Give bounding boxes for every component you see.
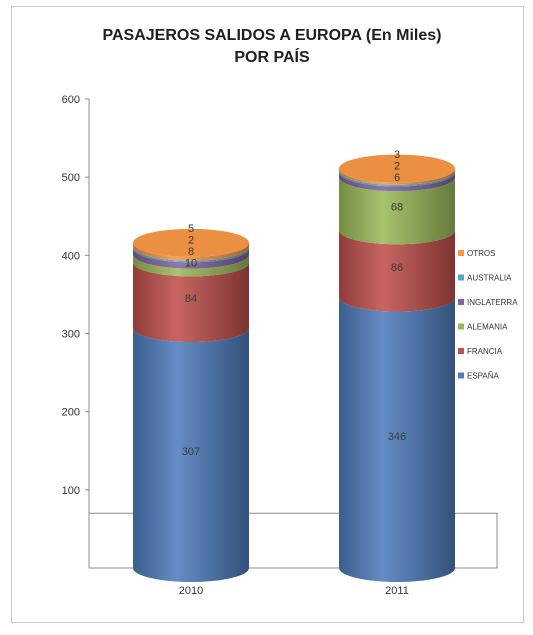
data-label: 8 <box>188 246 194 258</box>
data-label: 2 <box>394 161 400 173</box>
legend-label: FRANCIA <box>467 347 503 356</box>
bar-segment <box>133 248 249 269</box>
data-label: 86 <box>391 262 403 274</box>
bar-segment <box>133 254 249 277</box>
bar-segment <box>133 328 249 582</box>
legend: OTROS AUSTRALIA INGLATERRA ALEMANIA FRANCIA E… <box>458 249 518 381</box>
bar-top-cap <box>133 228 249 257</box>
bar-segment <box>339 168 455 185</box>
legend-swatch <box>458 348 464 354</box>
x-category-label: 2010 <box>179 585 203 597</box>
legend-label: ESPAÑA <box>467 372 500 381</box>
bar-segment <box>339 177 455 245</box>
legend-swatch <box>458 372 464 379</box>
legend-label: OTROS <box>467 249 495 258</box>
data-label: 68 <box>391 202 403 214</box>
legend-label: INGLATERRA <box>467 298 518 307</box>
data-label: 5 <box>188 223 194 235</box>
bar-segment <box>133 262 249 343</box>
data-label: 307 <box>182 446 200 458</box>
data-label: 3 <box>394 149 400 161</box>
legend-swatch <box>458 274 464 281</box>
y-tick-label: 100 <box>62 485 80 497</box>
y-tick-label: 200 <box>62 407 80 419</box>
data-label: 6 <box>394 172 400 184</box>
axis-layer: 100 200 300 400 500 600 2010 2011 <box>62 94 409 597</box>
legend-label: ALEMANIA <box>467 323 508 332</box>
legend-swatch <box>458 250 464 256</box>
y-tick-label: 300 <box>62 329 80 341</box>
bars-layer <box>133 154 455 582</box>
y-tick-label: 600 <box>62 94 80 106</box>
y-tick-label: 400 <box>62 250 80 262</box>
legend-swatch <box>458 323 464 330</box>
legend-label: AUSTRALIA <box>467 274 512 283</box>
data-label: 10 <box>185 257 197 269</box>
data-label: 2 <box>188 234 194 246</box>
bar-segment <box>133 242 249 261</box>
data-label: 84 <box>185 293 197 305</box>
chart-subtitle: POR PAÍS <box>234 47 310 66</box>
legend-swatch <box>458 299 464 305</box>
x-category-label: 2011 <box>385 585 409 597</box>
chart-title: PASAJEROS SALIDOS A EUROPA (En Miles) <box>102 27 441 44</box>
data-label: 346 <box>388 431 406 443</box>
bar-top-cap <box>339 154 455 183</box>
y-tick-label: 500 <box>62 172 80 184</box>
bar-segment <box>339 297 455 582</box>
bar-segment <box>339 172 455 192</box>
bar-segment <box>339 230 455 312</box>
